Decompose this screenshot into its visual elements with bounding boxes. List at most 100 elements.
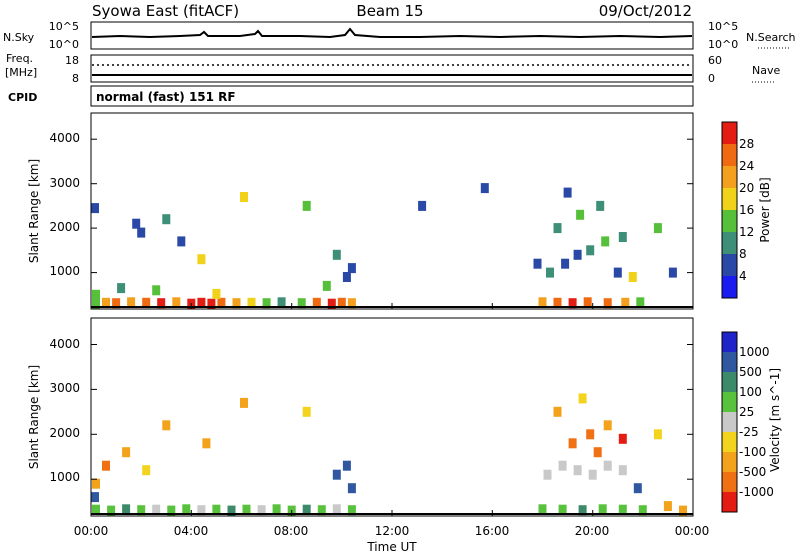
velocity-data-cell [332, 469, 341, 480]
velocity-data-cell [663, 501, 672, 512]
velocity-cbar-tick-1000: 1000 [739, 345, 770, 359]
power-colorbar-label: Power [dB] [758, 177, 772, 242]
velocity-data-cell [102, 460, 110, 471]
power-data-cell [586, 245, 595, 256]
power-tick-marks [90, 138, 694, 309]
power-data-cell [653, 223, 662, 234]
velocity-data-cell [167, 505, 176, 516]
power-data-cell [628, 272, 637, 282]
power-cbar-tick-8: 8 [739, 247, 747, 261]
velocity-colorbar-label: Velocity [m s^-1] [768, 368, 782, 472]
freq-right-tick-top: 60 [708, 54, 722, 67]
power-cbar-tick-20: 20 [739, 181, 754, 195]
xaxis-label: Time UT [366, 540, 417, 554]
power-data-cell [561, 258, 570, 269]
power-data-cell [563, 187, 572, 198]
power-cbar-tick-24: 24 [739, 159, 754, 173]
velocity-data-cell [317, 505, 326, 516]
velocity-data-cell [257, 505, 266, 516]
power-data-cell [262, 298, 271, 309]
velocity-ylabel: Slant Range [km] [27, 365, 41, 469]
velocity-data-cell [242, 504, 251, 515]
nsky-right-tick-top: 10^5 [708, 20, 738, 33]
velocity-data-cell [543, 469, 552, 480]
nsky-left-tick-bottom: 10^0 [49, 38, 79, 51]
velocity-data-cell [586, 429, 595, 440]
freq-panel-frame [90, 54, 694, 83]
power-data-cell [172, 297, 181, 308]
power-colorbar-swatch-24 [722, 144, 737, 166]
cpid-label: CPID [8, 91, 37, 104]
power-data-cell [618, 232, 627, 242]
velocity-data-cell [679, 505, 687, 516]
power-ytick-3000: 3000 [49, 176, 80, 190]
power-data-cell [546, 267, 554, 278]
velocity-data-cell [603, 420, 612, 431]
velocity-cells [91, 393, 687, 516]
nave-right-label: Nave [752, 64, 780, 77]
power-data-cell [322, 280, 331, 291]
power-data-cell [207, 298, 216, 309]
freq-left-tick-bottom: 8 [72, 72, 79, 85]
power-data-cell [596, 200, 605, 211]
velocity-cbar-tick-neg100: -100 [739, 445, 766, 459]
velocity-colorbar-swatch-9 [722, 492, 737, 512]
power-cbar-tick-12: 12 [739, 225, 754, 239]
velocity-data-cell [568, 438, 577, 449]
cpid-text: normal (fast) 151 RF [96, 90, 236, 104]
velocity-colorbar-swatch-4 [722, 392, 737, 412]
velocity-data-cell [142, 465, 151, 476]
nsky-right-tick-bottom: 10^0 [708, 38, 738, 51]
velocity-cbar-tick-500: 500 [739, 365, 762, 379]
power-ylabel: Slant Range [km] [27, 159, 41, 263]
nsky-panel-frame [90, 21, 694, 50]
velocity-data-cell [227, 505, 236, 516]
power-cbar-tick-28: 28 [739, 137, 754, 151]
power-data-cell [337, 297, 346, 308]
velocity-data-cell [603, 460, 612, 471]
velocity-ytick-4000: 4000 [49, 337, 80, 351]
velocity-data-cell [558, 504, 567, 515]
velocity-colorbar-frame [721, 331, 738, 513]
power-cbar-tick-4: 4 [739, 269, 747, 283]
xtick-2400: 00:00 [675, 524, 710, 538]
power-data-cell [162, 214, 171, 225]
station-title: Syowa East (fitACF) [92, 2, 239, 20]
power-data-cell [92, 289, 100, 300]
xtick-2000: 20:00 [575, 524, 610, 538]
velocity-data-cell [553, 406, 562, 417]
power-data-cell [102, 297, 110, 308]
velocity-colorbar-swatch-7 [722, 452, 737, 472]
power-heatmap-panel: Slant Range [km] 1000 2000 3000 4000 [27, 112, 694, 310]
nsearch-right-label: N.Search [746, 31, 796, 44]
power-cbar-tick-16: 16 [739, 203, 754, 217]
power-colorbar-swatch-16 [722, 188, 737, 210]
velocity-data-cell [347, 505, 356, 516]
power-data-cell [92, 298, 100, 309]
velocity-data-cell [92, 504, 100, 515]
power-data-cell [613, 267, 622, 278]
power-colorbar-swatch-12 [722, 210, 737, 232]
velocity-cbar-tick-neg1000: -1000 [739, 485, 774, 499]
freq-right-tick-bottom: 0 [708, 72, 715, 85]
xtick-0400: 04:00 [174, 524, 209, 538]
velocity-data-cell [578, 505, 587, 516]
velocity-ytick-1000: 1000 [49, 470, 80, 484]
power-ytick-4000: 4000 [49, 131, 80, 145]
power-panel-frame [90, 112, 694, 310]
power-data-cell [636, 297, 645, 308]
velocity-data-cell [578, 393, 587, 404]
power-data-cell [603, 298, 612, 309]
velocity-data-cell [618, 465, 627, 476]
velocity-data-cell [92, 478, 100, 489]
velocity-ytick-3000: 3000 [49, 381, 80, 395]
velocity-panel-frame [90, 317, 694, 517]
velocity-data-cell [91, 492, 99, 503]
velocity-data-cell [302, 504, 311, 515]
xtick-1200: 12:00 [375, 524, 410, 538]
power-data-cell [137, 227, 146, 238]
power-data-cell [568, 298, 577, 309]
velocity-data-cell [212, 504, 221, 515]
power-data-cell [621, 297, 630, 308]
velocity-colorbar-swatch-8 [722, 472, 737, 492]
